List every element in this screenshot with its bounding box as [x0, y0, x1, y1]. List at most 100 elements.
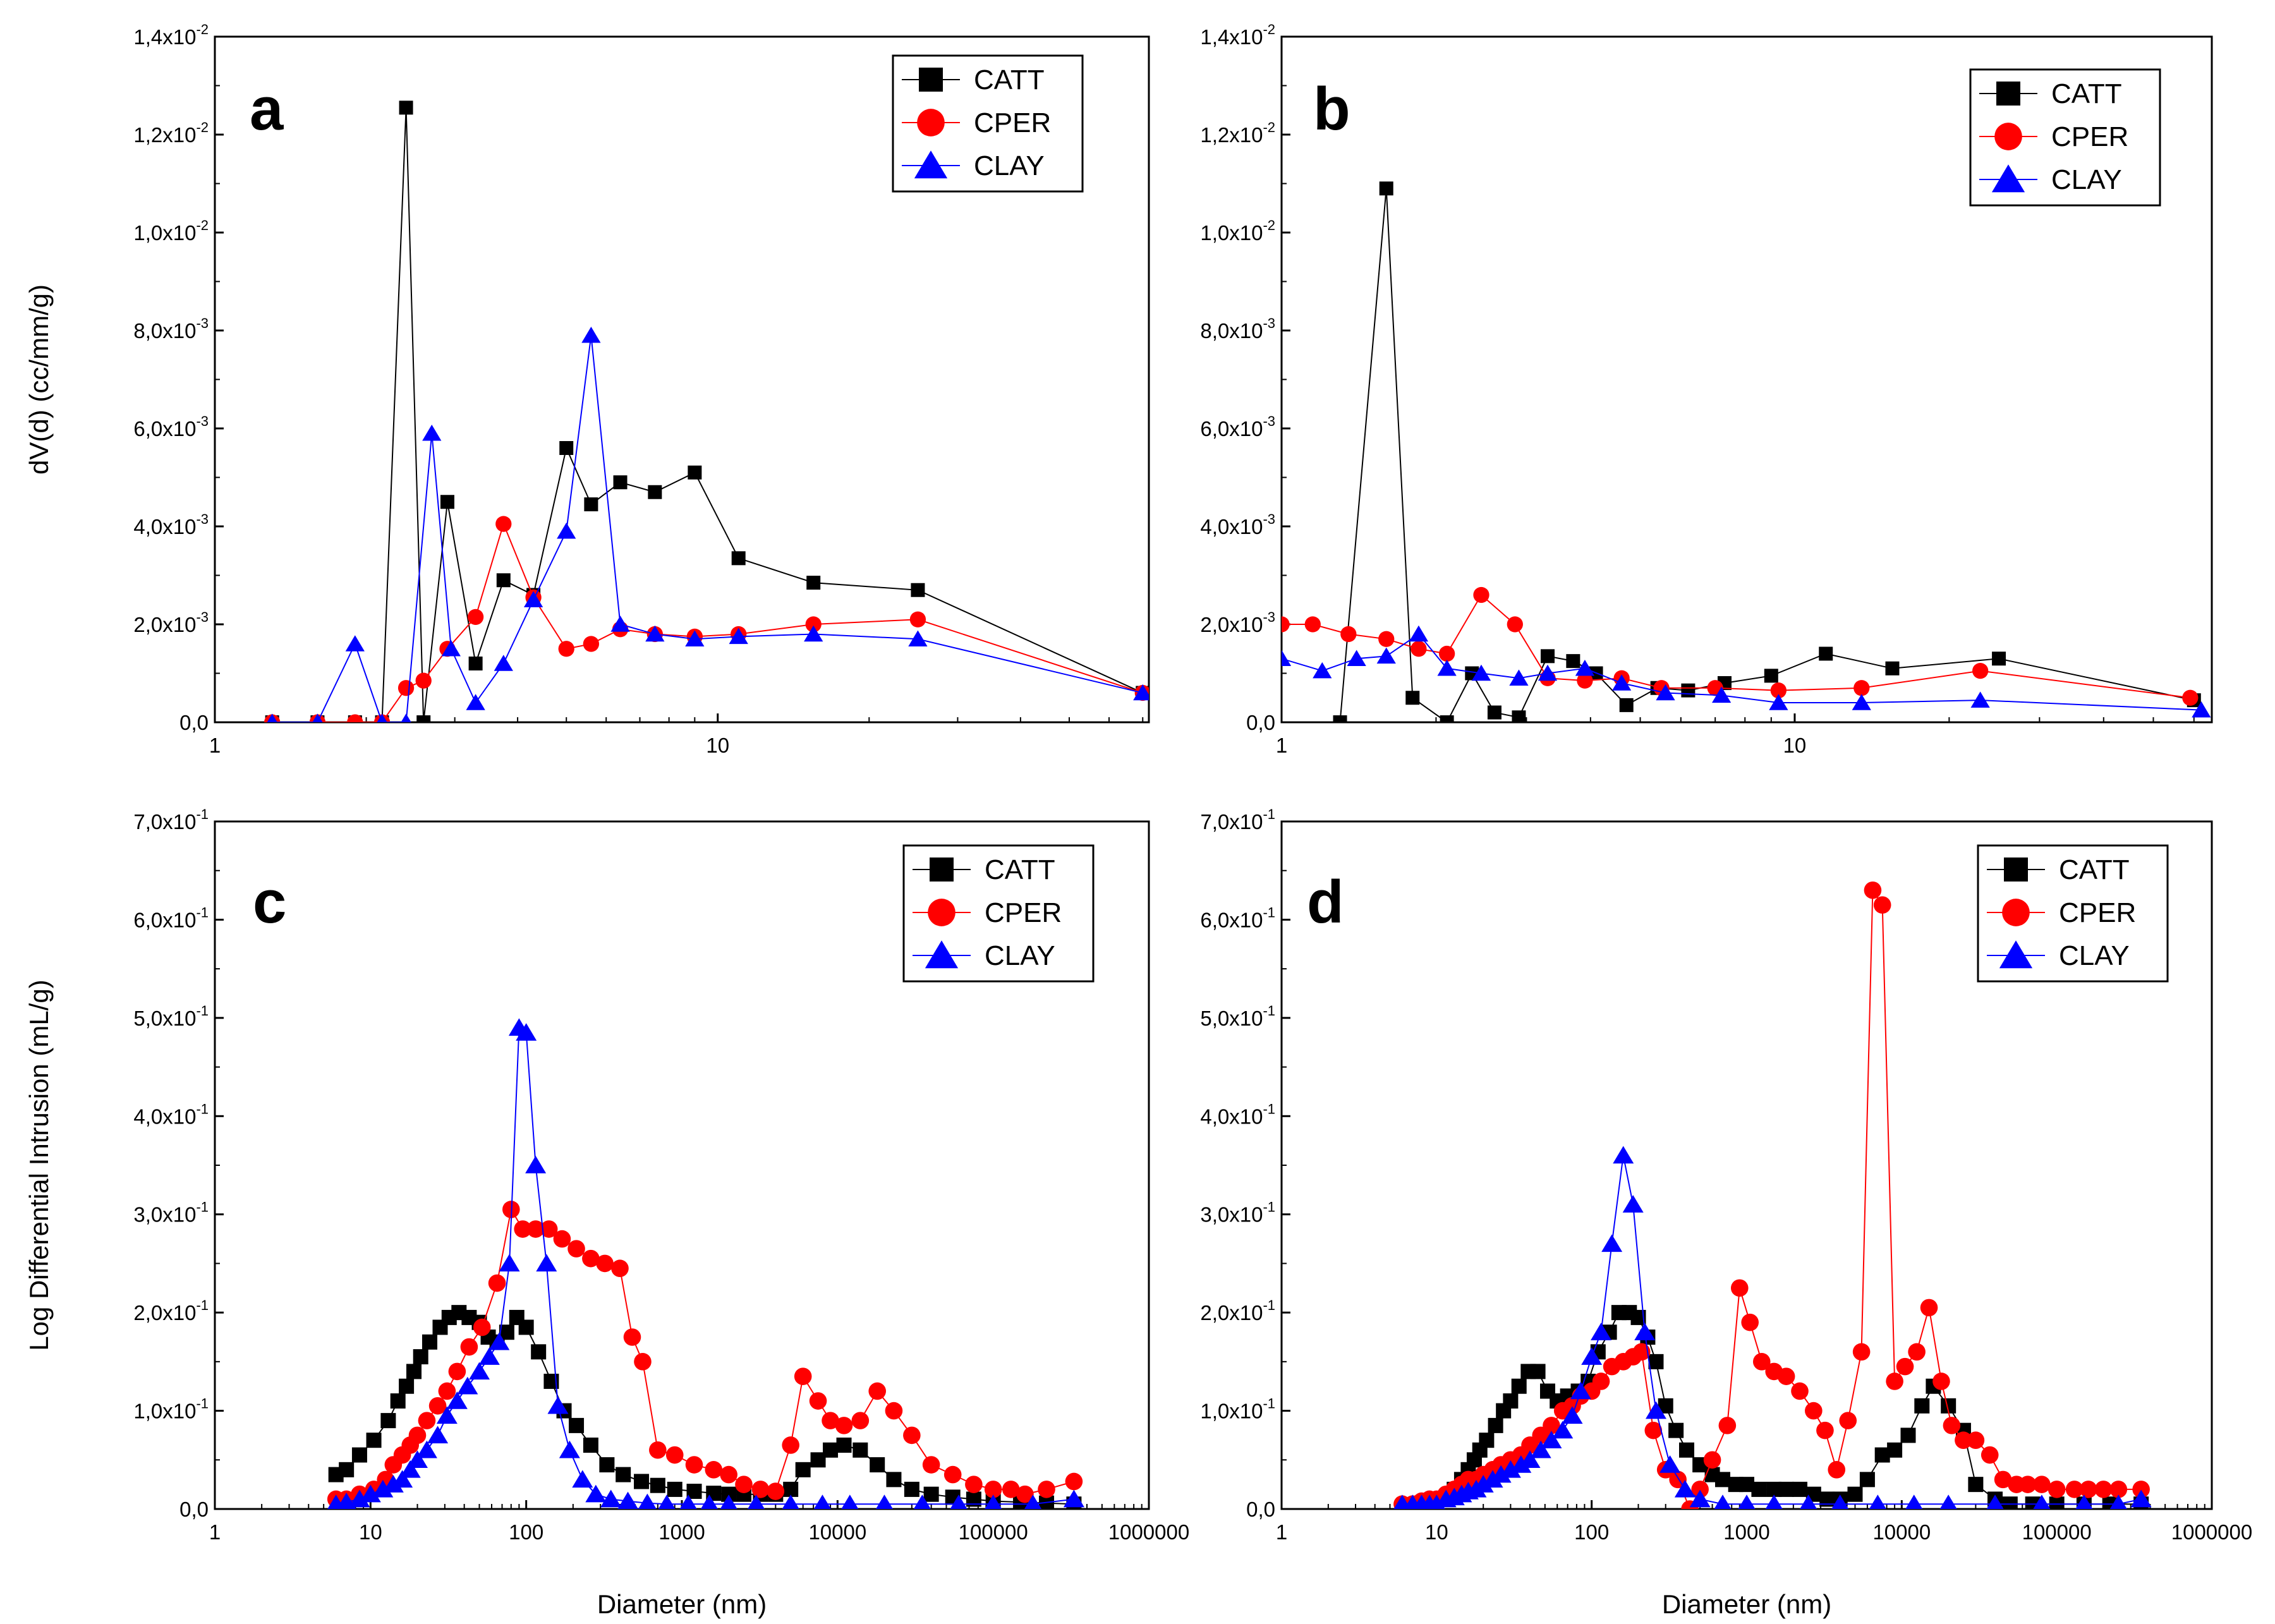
data-point-catt-square-marker: [823, 1442, 839, 1458]
data-point-clay-triangle-marker: [427, 1426, 449, 1444]
legend-label-catt: CATT: [985, 854, 1055, 885]
data-point-clay-triangle-marker: [1674, 1479, 1696, 1498]
data-point-catt-square-marker: [518, 1319, 534, 1335]
legend-marker-cper-circle-marker: [928, 899, 956, 926]
data-point-clay-triangle-marker: [1552, 1421, 1574, 1439]
panel-letter-b: b: [1313, 75, 1350, 143]
y-tick-exponent: -1: [196, 1297, 209, 1313]
y-tick-exponent: -1: [1263, 1101, 1275, 1117]
legend-label-catt: CATT: [2059, 854, 2130, 885]
legend-label-catt: CATT: [974, 64, 1045, 95]
series-line-clay: [336, 1026, 1074, 1505]
data-point-catt-square-marker: [1379, 181, 1393, 196]
x-tick-label: 100000: [2022, 1520, 2092, 1544]
y-tick-exponent: -1: [1263, 1199, 1275, 1215]
data-point-clay-triangle-marker: [382, 1475, 404, 1493]
data-point-catt-square-marker: [1333, 715, 1347, 722]
data-point-clay-triangle-marker: [908, 630, 928, 646]
series-group-d: [1393, 882, 2152, 1509]
data-point-cper-circle-marker: [909, 611, 926, 627]
data-point-catt-square-marker: [1914, 1398, 1930, 1414]
data-point-cper-circle-marker: [822, 1412, 839, 1429]
y-tick-exponent: -1: [196, 1003, 209, 1019]
data-point-clay-triangle-marker: [478, 1347, 500, 1365]
data-point-cper-circle-marker: [1839, 1412, 1857, 1429]
data-point-clay-triangle-marker: [349, 1489, 370, 1508]
data-point-clay-triangle-marker: [782, 1494, 799, 1509]
data-point-catt-square-marker: [1751, 1481, 1767, 1497]
y-tick-label: 8,0x10-3: [1200, 315, 1275, 342]
data-point-catt-square-marker: [1487, 705, 1502, 720]
data-point-cper-circle-marker: [1543, 1417, 1560, 1434]
data-point-cper-circle-marker: [685, 1456, 703, 1474]
y-tick-mantissa: 3,0x10: [1200, 1203, 1263, 1227]
y-tick-exponent: -3: [196, 315, 209, 331]
data-point-cper-circle-marker: [467, 609, 484, 626]
data-point-cper-circle-marker: [1994, 1470, 2012, 1489]
data-point-clay-triangle-marker: [1714, 1494, 1732, 1509]
legend-label-catt: CATT: [2051, 78, 2122, 109]
data-point-clay-triangle-marker: [1541, 1431, 1562, 1448]
data-point-cper-circle-marker: [720, 1465, 737, 1484]
data-point-clay-triangle-marker: [1634, 1323, 1656, 1340]
legend-marker-cper-circle-marker: [917, 109, 945, 136]
data-point-cper-circle-marker: [751, 1481, 770, 1498]
data-point-clay-triangle-marker: [267, 713, 277, 722]
data-point-clay-triangle-marker: [422, 425, 442, 441]
y-tick-mantissa: 0,0: [179, 711, 209, 734]
legend-marker-clay-triangle-marker: [1991, 164, 2025, 193]
panel-letter-d: d: [1307, 868, 1344, 936]
data-point-clay-triangle-marker: [1538, 664, 1558, 681]
data-point-cper-circle-marker: [558, 641, 574, 657]
data-point-catt-square-marker: [422, 1334, 437, 1350]
data-point-catt-square-marker: [911, 583, 925, 597]
data-point-clay-triangle-marker: [1986, 1494, 2004, 1509]
y-tick-label: 3,0x10-1: [133, 1199, 209, 1227]
data-point-catt-square-marker: [2002, 1496, 2018, 1509]
y-tick-mantissa: 2,0x10: [1200, 613, 1263, 636]
data-point-cper-circle-marker: [1577, 672, 1593, 689]
y-axis-label: dV(d) (cc/mm/g): [24, 284, 54, 475]
data-point-cper-circle-marker: [495, 516, 512, 532]
data-point-catt-square-marker: [852, 1442, 868, 1458]
data-point-clay-triangle-marker: [523, 591, 543, 607]
data-point-cper-circle-marker: [1908, 1343, 1926, 1361]
data-point-catt-square-marker: [870, 1457, 885, 1473]
data-point-cper-circle-marker: [1777, 1367, 1795, 1385]
data-point-clay-triangle-marker: [469, 1362, 490, 1380]
data-point-clay-triangle-marker: [406, 1450, 428, 1469]
data-point-cper-circle-marker: [1438, 645, 1455, 662]
data-point-clay-triangle-marker: [1472, 1475, 1494, 1493]
y-tick-mantissa: 6,0x10: [133, 908, 196, 931]
y-tick-exponent: -1: [196, 1101, 209, 1117]
data-point-cper-circle-marker: [794, 1367, 812, 1385]
data-point-clay-triangle-marker: [950, 1494, 968, 1509]
data-point-clay-triangle-marker: [804, 625, 823, 642]
data-point-catt-square-marker: [380, 1413, 396, 1429]
data-point-cper-circle-marker: [1340, 626, 1357, 643]
data-point-cper-circle-marker: [943, 1465, 962, 1484]
y-tick-label: 1,4x10-2: [133, 21, 209, 49]
data-point-cper-circle-marker: [1805, 1402, 1823, 1420]
data-point-cper-circle-marker: [851, 1412, 870, 1429]
data-point-cper-circle-marker: [1410, 641, 1427, 657]
data-point-catt-square-marker: [634, 1474, 650, 1489]
data-point-cper-circle-marker: [1791, 1382, 1809, 1400]
data-point-cper-circle-marker: [1592, 1373, 1610, 1390]
y-tick-mantissa: 8,0x10: [1200, 319, 1263, 342]
data-point-cper-circle-marker: [1853, 680, 1870, 696]
data-point-cper-circle-marker: [922, 1456, 940, 1474]
chart-panel-c: 0,01,0x10-12,0x10-13,0x10-14,0x10-15,0x1…: [24, 806, 1189, 1619]
y-tick-exponent: -2: [196, 21, 209, 37]
legend-marker-catt-square-marker: [930, 857, 954, 882]
data-point-cper-circle-marker: [767, 1482, 785, 1500]
data-point-cper-circle-marker: [1691, 1481, 1709, 1498]
legend-marker-catt-square-marker: [2004, 857, 2028, 882]
y-tick-label: 3,0x10-1: [1200, 1199, 1275, 1227]
data-point-cper-circle-marker: [1816, 1421, 1834, 1439]
data-point-cper-circle-marker: [2132, 1481, 2150, 1498]
y-tick-mantissa: 1,0x10: [133, 1400, 196, 1423]
y-tick-mantissa: 7,0x10: [1200, 810, 1263, 833]
y-tick-mantissa: 4,0x10: [133, 515, 196, 538]
data-point-catt-square-marker: [1792, 1481, 1808, 1497]
